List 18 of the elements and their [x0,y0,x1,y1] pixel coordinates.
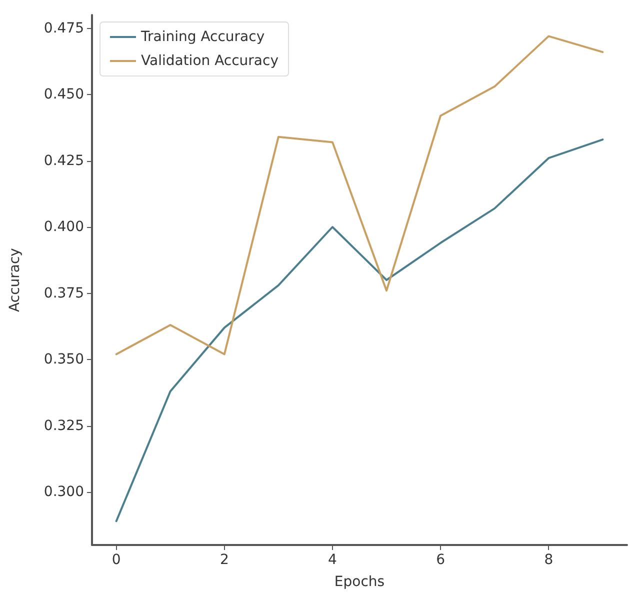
y-tick-label: 0.475 [44,20,84,36]
y-tick-label: 0.375 [44,285,84,302]
x-tick-label: 4 [328,552,338,568]
y-tick-label: 0.325 [44,418,84,434]
y-tick-label: 0.450 [44,86,84,102]
y-axis-title: Accuracy [7,248,23,312]
y-tick-label: 0.425 [44,152,84,169]
x-tick-label: 0 [112,552,121,568]
line-series [115,138,604,522]
y-tick-label: 0.300 [44,484,84,500]
legend-label: Validation Accuracy [141,53,278,69]
y-tick-label: 0.350 [44,352,84,368]
x-tick-label: 6 [436,552,446,568]
legend-label: Training Accuracy [140,29,265,45]
x-tick-label: 8 [544,552,554,568]
x-tick-label: 2 [220,552,229,568]
x-axis-title: Epochs [334,574,385,590]
y-tick-label: 0.400 [44,219,84,235]
